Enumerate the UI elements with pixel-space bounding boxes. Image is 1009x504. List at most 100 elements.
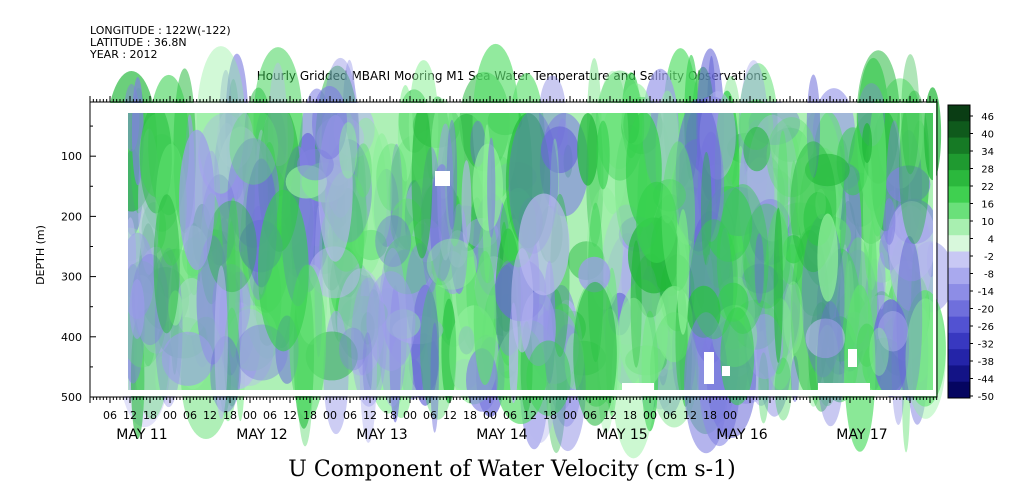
x-hour-tick-label: 00 [723, 409, 737, 422]
colorbar-segment [948, 349, 970, 366]
x-day-label: MAY 15 [596, 427, 647, 443]
x-hour-tick-label: 18 [303, 409, 317, 422]
heatmap-patch [411, 101, 433, 259]
heatmap-patch [773, 207, 783, 364]
colorbar-label: -38 [978, 357, 994, 368]
heatmap-patch [309, 246, 361, 299]
heatmap-patch [754, 233, 764, 304]
heatmap-patch [430, 322, 439, 433]
colorbar-label: 4 [988, 235, 994, 246]
heatmap-patch [774, 357, 792, 421]
heatmap-patch [742, 263, 779, 294]
heatmap-patch [376, 143, 407, 211]
heatmap-patch [577, 113, 599, 186]
no-data-mask [933, 103, 936, 396]
colorbar-segment [948, 381, 970, 399]
heatmap-patch [386, 309, 421, 339]
x-day-label: MAY 13 [356, 427, 407, 443]
x-day-label: MAY 17 [836, 427, 887, 443]
heatmap-patch [161, 331, 214, 386]
x-hour-tick-label: 00 [643, 409, 657, 422]
heatmap-patch [338, 327, 367, 371]
no-data-gap [704, 352, 714, 384]
heatmap-patch [905, 298, 946, 419]
colorbar-label: -44 [978, 375, 994, 386]
colorbar-segment [948, 137, 970, 155]
colorbar-label: 16 [981, 200, 994, 211]
heatmap-patch [168, 290, 183, 326]
x-hour-tick-label: 06 [423, 409, 437, 422]
y-tick-label: 200 [61, 210, 82, 223]
heatmap-patch [155, 143, 187, 266]
heatmap-patch [635, 253, 666, 318]
heatmap-patch [323, 310, 349, 435]
colorbar-label: -8 [984, 270, 994, 281]
heatmap-patch [389, 285, 402, 423]
heatmap-patch [487, 137, 496, 238]
colorbar-label: 10 [981, 217, 994, 228]
colorbar-segment [948, 235, 970, 252]
colorbar-segment [948, 186, 970, 204]
heatmap-patch [817, 213, 839, 302]
heatmap-patch [720, 307, 755, 406]
x-hour-tick-label: 12 [203, 409, 217, 422]
colorbar-segment [948, 332, 970, 350]
no-data-gap [722, 366, 730, 376]
no-data-gap [622, 383, 654, 391]
no-data-gap [435, 171, 450, 186]
colorbar-segment [948, 251, 970, 269]
heatmap-patch [153, 194, 180, 334]
year-label: YEAR : 2012 [90, 48, 158, 61]
colorbar-segment [948, 267, 970, 285]
heatmap-patch [844, 284, 876, 452]
heatmap-patch [411, 284, 440, 406]
x-hour-tick-label: 06 [343, 409, 357, 422]
no-data-mask [91, 103, 936, 113]
heatmap-patch [120, 232, 155, 319]
heatmap-patch [229, 109, 279, 185]
top-tick-marks [89, 96, 938, 102]
heatmap-patch [337, 268, 386, 376]
colorbar: 46 40 34 28 22 16 10 4 -2 -8 -14 -20 -26 -32 -38 -44 -50 [947, 104, 994, 403]
heatmap-patch [883, 198, 896, 245]
heatmap-patch [872, 299, 910, 397]
heatmap-patch [816, 301, 845, 427]
colorbar-label: -32 [978, 340, 994, 351]
no-data-mask [91, 390, 936, 396]
colorbar-segment [948, 284, 970, 301]
heatmap-patch [461, 160, 472, 248]
x-hour-tick-label: 18 [383, 409, 397, 422]
colorbar-segment [948, 300, 970, 318]
latitude-label: LATITUDE : 36.8N [90, 36, 187, 49]
heatmap-patch [426, 238, 478, 290]
heatmap-patch [743, 126, 771, 172]
heatmap-patch [877, 252, 886, 310]
heatmap-patch [420, 277, 457, 420]
x-hour-tick-label: 18 [543, 409, 557, 422]
heatmap-patch [360, 312, 375, 345]
x-day-label: MAY 16 [716, 427, 767, 443]
colorbar-label: 22 [981, 182, 994, 193]
heatmap-patch [179, 129, 215, 271]
x-hour-tick-label: 06 [183, 409, 197, 422]
x-hour-tick-label: 18 [223, 409, 237, 422]
heatmap-patch [596, 120, 610, 190]
x-day-label: MAY 11 [116, 427, 167, 443]
heatmap-patch [805, 318, 845, 359]
heatmap-patch [877, 311, 909, 352]
heatmap-patch [378, 247, 407, 407]
colorbar-label: -14 [978, 287, 994, 298]
colorbar-segment [948, 316, 970, 334]
heatmap-patch [375, 215, 412, 267]
heatmap-patch [526, 340, 571, 416]
x-hour-tick-label: 18 [623, 409, 637, 422]
heatmap-patch [746, 313, 784, 380]
x-hour-tick-label: 12 [363, 409, 377, 422]
x-hour-tick-label: 06 [663, 409, 677, 422]
colorbar-frame [947, 104, 971, 399]
heatmap-patch [226, 197, 240, 358]
heatmap-patch [611, 297, 656, 459]
y-axis-label: DEPTH (m) [34, 225, 47, 285]
heatmap-patch [700, 151, 712, 266]
x-hour-tick-label: 00 [563, 409, 577, 422]
